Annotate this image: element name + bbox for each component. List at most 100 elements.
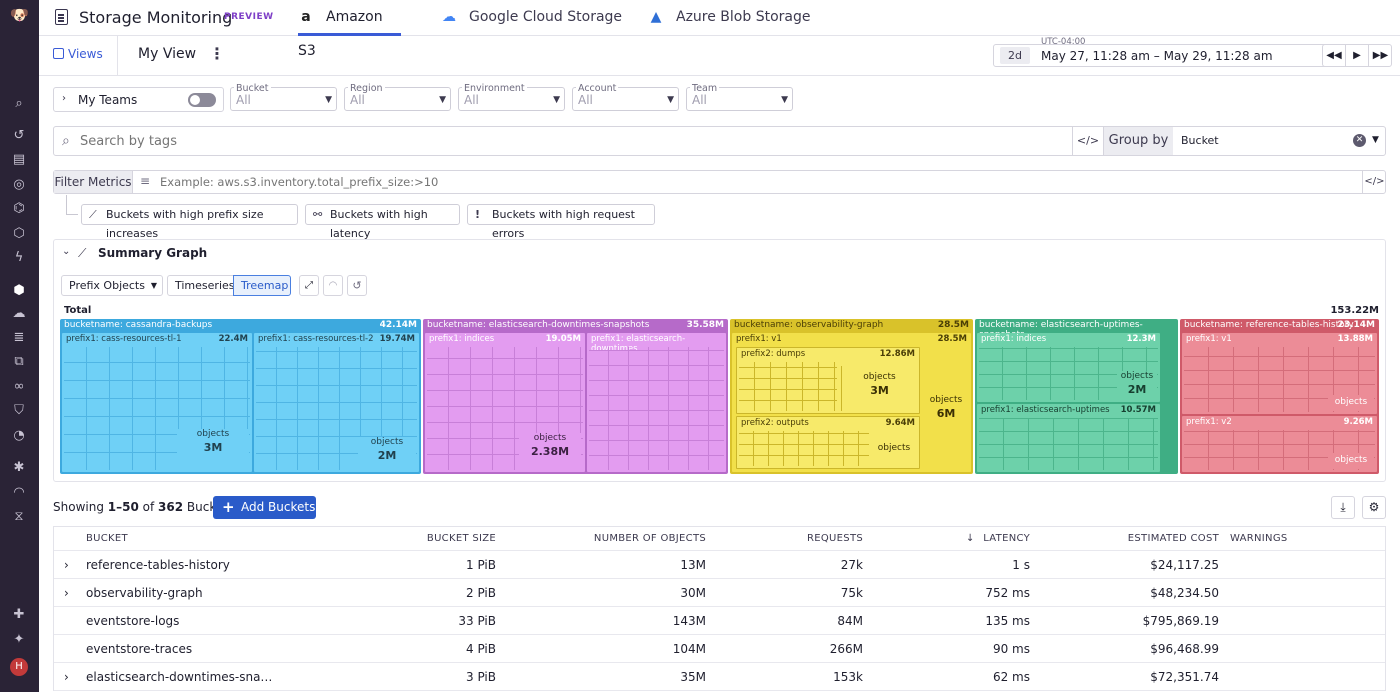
rewind-icon[interactable]: ◀◀ <box>1323 45 1346 66</box>
bucket-name[interactable]: elasticsearch-downtimes-sna… <box>86 670 273 684</box>
events-icon[interactable]: ϟ <box>14 250 24 265</box>
table-row[interactable]: › elasticsearch-downtimes-sna… 3 PiB 35M… <box>54 663 1385 691</box>
gauge-icon[interactable]: ◠ <box>13 485 25 500</box>
objects-cell[interactable]: objects 6M <box>924 395 968 435</box>
time-range-picker[interactable]: 2d May 27, 11:28 am – May 29, 11:28 am ▼ <box>993 44 1355 67</box>
user-avatar-icon[interactable]: H <box>10 658 28 676</box>
objects-cell[interactable]: objects <box>871 439 917 463</box>
environment-filter[interactable]: Environment All ▼ <box>458 83 565 111</box>
timeseries-button[interactable]: Timeseries <box>167 275 235 296</box>
fast-forward-icon[interactable]: ▶▶ <box>1372 50 1389 61</box>
treemap-prefix[interactable]: prefix1: indices 19.05M objects 2.38M <box>425 333 585 472</box>
integrations-icon[interactable]: ⬡ <box>13 226 25 241</box>
monitors-icon[interactable]: ◎ <box>13 177 25 192</box>
bucket-name[interactable]: reference-tables-history <box>86 558 230 572</box>
treemap-bucket[interactable]: bucketname: cassandra-backups 42.14M pref… <box>60 319 421 474</box>
table-row[interactable]: › observability-graph 2 PiB 30M 75k 752 … <box>54 579 1385 607</box>
synthetics-icon[interactable]: ⧖ <box>14 509 24 524</box>
chevron-right-icon[interactable]: › <box>62 93 66 104</box>
treemap-prefix[interactable]: prefix1: elasticsearch-uptimes 10.57M <box>977 404 1160 472</box>
history-icon[interactable]: ↺ <box>13 128 25 143</box>
objects-cell[interactable]: objects 3M <box>841 366 917 411</box>
col-number-of-objects[interactable]: NUMBER OF OBJECTS <box>593 533 706 544</box>
ci-icon[interactable]: ⧉ <box>14 354 24 369</box>
objects-cell[interactable]: objects 2.38M <box>519 433 581 470</box>
chip-high-prefix-size[interactable]: ⟋ Buckets with high prefix size increases <box>81 204 298 240</box>
bucket-filter[interactable]: Bucket All ▼ <box>230 83 337 111</box>
bucket-name[interactable]: eventstore-logs <box>86 614 180 628</box>
reset-icon[interactable]: ↺ <box>347 275 367 296</box>
expand-chevron-icon[interactable]: › <box>64 586 69 600</box>
chip-high-latency[interactable]: ⚯ Buckets with high latency <box>305 204 460 240</box>
treemap-button[interactable]: Treemap <box>233 275 291 296</box>
view-menu-icon[interactable]: ⋮ <box>209 44 225 63</box>
bucket-name[interactable]: eventstore-traces <box>86 642 193 656</box>
treemap-bucket[interactable]: bucketname: elasticsearch-uptimes-snapsh… <box>975 319 1178 474</box>
treemap-subprefix[interactable]: prefix2: outputs 9.64M objects <box>736 416 920 469</box>
current-view[interactable]: My View <box>138 46 197 62</box>
network-icon[interactable]: ∞ <box>13 379 25 394</box>
treemap-prefix[interactable]: prefix1: v1 13.88M objects <box>1182 333 1377 414</box>
puzzle-icon[interactable]: ✚ <box>13 607 25 622</box>
treemap-prefix[interactable]: prefix1: indices 12.3M objects 2M <box>977 333 1160 402</box>
treemap-prefix[interactable]: prefix1: v2 9.26M objects <box>1182 416 1377 472</box>
security-icon[interactable]: ⛉ <box>14 403 24 418</box>
metric-select[interactable]: Prefix Objects ▼ <box>61 275 163 296</box>
sort-down-icon[interactable]: ↓ <box>966 533 975 544</box>
dashboards-icon[interactable]: ▤ <box>12 152 26 167</box>
expand-chevron-icon[interactable]: › <box>64 558 69 572</box>
objects-cell[interactable]: objects 2M <box>358 437 416 470</box>
bucket-name[interactable]: observability-graph <box>86 586 203 600</box>
apm-icon[interactable]: ≣ <box>13 330 25 345</box>
treemap-prefix[interactable]: prefix1: cass-resources-tl-1 22.4M object… <box>62 333 252 472</box>
group-by-value[interactable]: Bucket <box>1181 134 1219 147</box>
col-latency[interactable]: LATENCY <box>983 533 1030 544</box>
clear-icon[interactable]: ✕ <box>1353 134 1366 147</box>
treemap-prefix[interactable]: prefix1: elasticsearch-downtimes <box>587 333 726 472</box>
settings-gear-icon[interactable]: ⚙ <box>1362 496 1386 519</box>
search-icon[interactable]: ⌕ <box>15 96 23 111</box>
col-requests[interactable]: REQUESTS <box>807 533 863 544</box>
infrastructure-icon[interactable]: ⬢ <box>13 283 25 298</box>
chevron-down-icon[interactable]: ▼ <box>1372 135 1379 145</box>
my-teams-toggle[interactable] <box>188 93 216 107</box>
table-row[interactable]: › reference-tables-history 1 PiB 13M 27k… <box>54 551 1385 579</box>
region-filter[interactable]: Region All ▼ <box>344 83 451 111</box>
rum-icon[interactable]: ◔ <box>13 428 25 443</box>
team-filter[interactable]: Team All ▼ <box>686 83 793 111</box>
download-icon[interactable]: ⤓ <box>1331 496 1355 519</box>
chip-high-request-errors[interactable]: ! Buckets with high request errors <box>467 204 655 240</box>
watchdog-icon[interactable]: ⌬ <box>13 201 25 216</box>
treemap-bucket[interactable]: bucketname: observability-graph 28.5M pre… <box>730 319 973 474</box>
expand-chevron-icon[interactable]: › <box>64 670 69 684</box>
play-icon[interactable]: ▶ <box>1346 45 1369 66</box>
filter-metrics-input[interactable] <box>160 173 1340 191</box>
treemap-bucket[interactable]: bucketname: reference-tables-history 23.1… <box>1180 319 1379 474</box>
gauge-icon[interactable]: ◠ <box>323 275 343 296</box>
account-filter[interactable]: Account All ▼ <box>572 83 679 111</box>
datadog-logo-icon[interactable]: 🐶 <box>10 6 29 24</box>
code-toggle-icon[interactable]: </> <box>1072 127 1103 155</box>
table-row[interactable]: eventstore-traces 4 PiB 104M 266M 90 ms … <box>54 635 1385 663</box>
treemap-prefix[interactable]: prefix1: v1 28.5M prefix2: dumps 12.86M ob… <box>732 333 971 472</box>
objects-cell[interactable]: objects <box>1328 453 1374 469</box>
sparkle-icon[interactable]: ✦ <box>13 632 25 647</box>
treemap-bucket[interactable]: bucketname: elasticsearch-downtimes-snap… <box>423 319 728 474</box>
col-warnings[interactable]: WARNINGS <box>1230 533 1288 544</box>
col-bucket-size[interactable]: BUCKET SIZE <box>426 533 496 544</box>
cloud-icon[interactable]: ☁ <box>12 306 26 321</box>
objects-cell[interactable]: objects <box>1328 395 1374 411</box>
collapse-chevron-icon[interactable]: ⌄ <box>62 246 71 257</box>
bug-icon[interactable]: ✱ <box>13 460 25 475</box>
tab-amazon-s3[interactable]: a Amazon S3 <box>298 0 401 59</box>
views-button[interactable]: Views <box>53 47 103 61</box>
tab-google-cloud-storage[interactable]: ☁ Google Cloud Storage <box>441 0 622 36</box>
tab-azure-blob-storage[interactable]: ▲ Azure Blob Storage <box>648 0 811 36</box>
search-input[interactable] <box>80 131 1060 151</box>
treemap-prefix[interactable]: prefix1: cass-resources-tl-2 19.74M objec… <box>254 333 419 472</box>
objects-cell[interactable]: objects 3M <box>177 429 249 470</box>
objects-cell[interactable]: objects 2M <box>1117 371 1157 400</box>
col-estimated-cost[interactable]: ESTIMATED COST <box>1127 533 1219 544</box>
treemap-subprefix[interactable]: prefix2: dumps 12.86M objects 3M <box>736 347 920 414</box>
add-buckets-button[interactable]: + Add Buckets <box>213 496 316 519</box>
